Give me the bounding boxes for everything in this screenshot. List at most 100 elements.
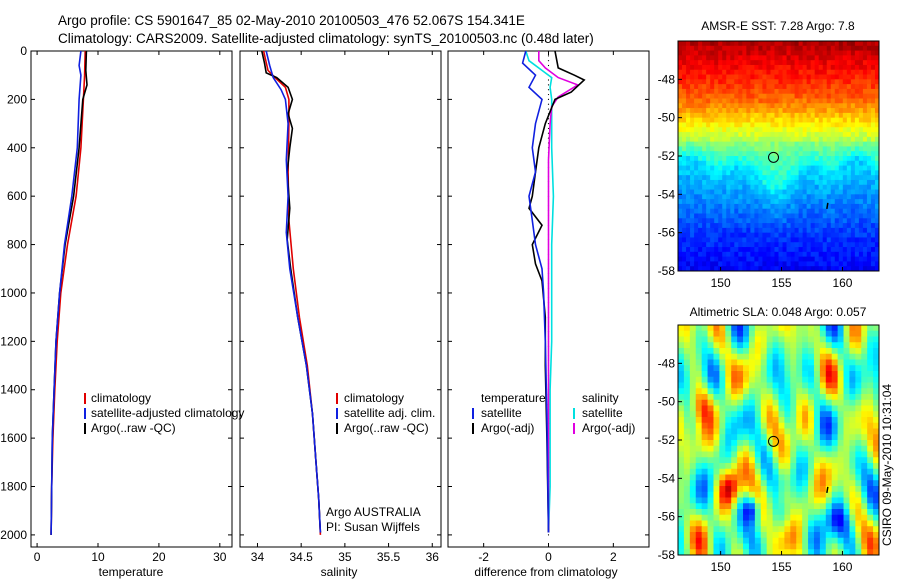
heatmap-cell xyxy=(746,64,751,71)
heatmap-cell xyxy=(808,451,815,458)
heatmap-cell xyxy=(796,445,803,452)
heatmap-cell xyxy=(784,549,791,555)
heatmap-cell xyxy=(794,237,799,243)
heatmap-cell xyxy=(702,112,707,119)
heatmap-cell xyxy=(702,69,707,75)
heatmap-cell xyxy=(834,69,840,75)
heatmap-cell xyxy=(738,136,743,143)
heatmap-cell xyxy=(830,179,836,186)
heatmap-cell xyxy=(796,359,803,366)
heatmap-cell xyxy=(718,242,723,248)
heatmap-cell xyxy=(750,213,755,219)
heatmap-cell xyxy=(874,88,879,95)
heatmap-cell xyxy=(808,474,815,481)
heatmap-cell xyxy=(819,330,827,337)
heatmap-cell xyxy=(737,336,744,343)
heatmap-cell xyxy=(689,376,697,383)
heatmap-cell xyxy=(750,208,755,214)
heatmap-cell xyxy=(746,45,751,51)
heatmap-cell xyxy=(758,223,763,229)
heatmap-cell xyxy=(858,232,864,238)
heatmap-cell xyxy=(760,480,768,487)
heatmap-cell xyxy=(758,256,763,262)
heatmap-cell xyxy=(818,170,824,176)
heatmap-cell xyxy=(825,399,833,406)
heatmap-cell xyxy=(790,532,797,539)
heatmap-cell xyxy=(794,79,799,85)
heatmap-cell xyxy=(850,208,856,214)
heatmap-cell xyxy=(862,141,868,147)
heatmap-cell xyxy=(726,189,731,195)
heatmap-cell xyxy=(790,330,797,337)
heatmap-cell xyxy=(874,141,879,147)
heatmap-cell xyxy=(719,399,726,406)
heatmap-cell xyxy=(802,69,808,75)
heatmap-cell xyxy=(861,520,868,527)
heatmap-cell xyxy=(862,122,868,128)
heatmap-cell xyxy=(678,117,683,123)
heatmap-cell xyxy=(861,376,868,383)
heatmap-cell xyxy=(731,503,738,510)
heatmap-cell xyxy=(678,242,683,248)
heatmap-cell xyxy=(867,382,874,389)
heatmap-cell xyxy=(837,503,844,510)
heatmap-cell xyxy=(695,382,703,389)
heatmap-cell xyxy=(822,108,828,114)
heatmap-cell xyxy=(843,526,850,533)
heatmap-cell xyxy=(683,417,691,424)
heatmap-cell xyxy=(690,55,695,61)
heatmap-cell xyxy=(819,376,827,383)
heatmap-cell xyxy=(854,69,860,75)
heatmap-cell xyxy=(738,60,743,66)
heatmap-cell xyxy=(837,348,844,355)
heatmap-cell xyxy=(798,199,804,205)
heatmap-cell xyxy=(725,503,732,510)
heatmap-cell xyxy=(754,330,762,337)
heatmap-cell xyxy=(806,247,812,253)
heatmap-cell xyxy=(837,382,844,389)
heatmap-cell xyxy=(778,266,783,271)
map-x-tick-label: 155 xyxy=(772,560,792,574)
heatmap-cell xyxy=(802,98,808,104)
heatmap-cell xyxy=(784,491,791,498)
heatmap-cell xyxy=(682,160,687,166)
heatmap-cell xyxy=(731,428,738,435)
heatmap-cell xyxy=(695,526,703,533)
heatmap-cell xyxy=(778,117,783,123)
heatmap-cell xyxy=(734,194,739,200)
heatmap-cell xyxy=(750,41,755,47)
heatmap-cell xyxy=(707,474,714,481)
map-y-tick-label: -48 xyxy=(658,72,676,86)
heatmap-cell xyxy=(786,223,791,229)
zero-reference-dot xyxy=(547,79,550,81)
heatmap-cell xyxy=(786,50,791,56)
heatmap-cell xyxy=(782,151,787,157)
heatmap-cell xyxy=(766,232,771,238)
heatmap-cell xyxy=(782,175,787,181)
heatmap-cell xyxy=(713,526,720,533)
heatmap-cell xyxy=(738,122,743,128)
heatmap-cell xyxy=(702,184,707,190)
heatmap-cell xyxy=(701,474,708,481)
heatmap-cell xyxy=(796,428,803,435)
heatmap-cell xyxy=(867,376,874,383)
heatmap-cell xyxy=(837,325,844,332)
heatmap-cell xyxy=(842,103,848,109)
heatmap-cell xyxy=(766,348,773,355)
heatmap-cell xyxy=(702,141,707,147)
heatmap-cell xyxy=(746,261,751,267)
heatmap-cell xyxy=(766,74,771,80)
heatmap-cell xyxy=(813,457,821,464)
heatmap-cell xyxy=(678,69,683,75)
heatmap-cell xyxy=(819,388,827,395)
heatmap-cell xyxy=(822,213,828,219)
heatmap-cell xyxy=(706,60,711,66)
heatmap-cell xyxy=(830,184,836,190)
heatmap-cell xyxy=(707,445,714,452)
heatmap-cell xyxy=(722,256,727,262)
heatmap-cell xyxy=(842,237,848,243)
map-y-tick-label: -50 xyxy=(658,111,676,125)
heatmap-cell xyxy=(754,50,759,56)
heatmap-cell xyxy=(737,428,744,435)
heatmap-cell xyxy=(758,74,763,80)
